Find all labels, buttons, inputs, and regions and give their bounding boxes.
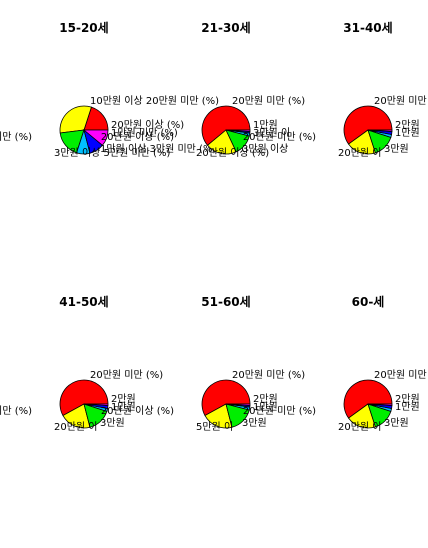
pie-slice-label: 1만원 [395,127,420,139]
pie-slice [83,403,109,406]
pie-slice [225,129,251,132]
pie-slice-label: 1만원 [395,401,420,413]
pie-slice [225,403,251,406]
pie-title: 51-60세 [201,294,250,309]
pie-slice-label: 3만원 [242,417,267,429]
pie-title: 15-20세 [59,20,108,35]
pie-slice-label: 20만원 이 [338,421,382,433]
pie-slice [367,129,393,132]
pie-slice-label: 20만원 이 [54,421,98,433]
pie-slice-label: 1만원 [253,401,278,413]
pie-slice-label: 20만원 이 [338,147,382,159]
pie-slice-label: 3만원 이 [253,127,290,139]
pie-title: 60-세 [352,294,385,309]
pie-slice-label: 20만원 미만 (%) [232,95,305,107]
pie-slice-label: 5만원 이 [196,421,233,433]
pie-slice-label: 2만원 [395,119,420,131]
pie-title: 41-50세 [59,294,108,309]
pie-slice-label: 20만원 이상 (%) [101,405,174,417]
pie-slice-label: 3만원 [384,417,409,429]
pie-slice-label: 20만원 미만 (%) [243,131,316,143]
pie-panel: 15-20세 10만원 이상 20만원 미만 (%) 5만원 이상 10만원 미만 … [0,20,219,159]
pie-slice-label: 1만원 이상 3만원 미만 (%) [100,143,216,155]
pie-slice-label: 10만원 이상 20만원 미만 (%) [90,95,219,107]
pie-slice [59,379,109,417]
pie-title: 21-30세 [201,20,250,35]
pie-slice-label: 5만원 이상 10만원 미만 (%) [0,131,32,143]
pie-slice-label: 1만원 [253,119,278,131]
pie-slice-label: 3만원 [384,143,409,155]
pie-slice [201,105,251,146]
pie-slice-label: 20만원 이상 (%) [101,131,174,143]
pie-slice-label: 1만원 [111,401,136,413]
pie-slice-label: 20만원 미만 (%) [0,405,32,417]
pie-title: 31-40세 [343,20,392,35]
pie-slice-label: 20만원 미만 (%) [374,369,428,381]
pie-slice-label: 20만원 미만 (%) [232,369,305,381]
pie-slice-label: 20만원 미만 (%) [374,95,428,107]
pie-slice-label: 1만원 미만 (%) [111,127,178,139]
pie-slice-label: 3만원 이상 5만원 미만 (%) [54,147,170,159]
pie-slice-label: 20만원 이상 (%) [196,147,269,159]
pie-slice [343,379,393,419]
pie-slice [201,379,251,417]
pie-slice [367,403,393,406]
pie-slice-label: 20만원 이상 (%) [111,119,184,131]
pie-slice [343,105,393,145]
pie-slice [82,129,109,146]
pie-slice-label: 20만원 미만 (%) [90,369,163,381]
pie-slice [59,105,92,134]
pie-slice-label: 3만원 이상 [242,143,288,155]
pie-slice-label: 2만원 [111,393,136,405]
pie-slice-label: 2만원 [395,393,420,405]
pie-slice-label: 2만원 [253,393,278,405]
pie-slice-label: 3만원 [100,417,125,429]
pie-slice-label: 20만원 미만 (%) [243,405,316,417]
